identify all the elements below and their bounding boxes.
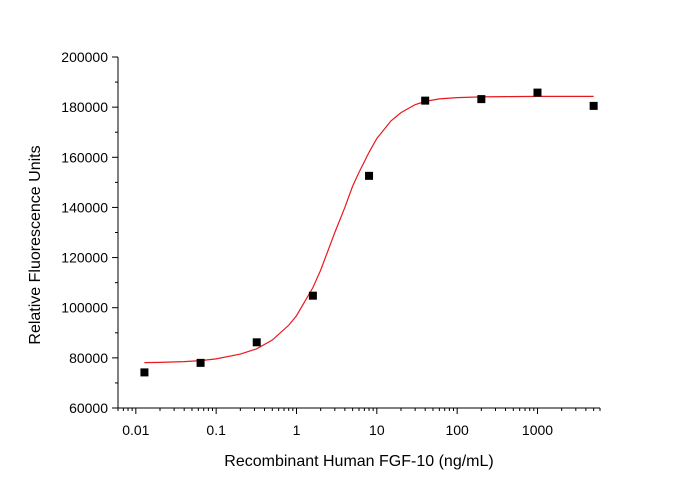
data-point — [196, 358, 205, 367]
x-tick-label: 1000 — [522, 422, 553, 438]
data-point — [365, 171, 374, 180]
x-tick-label: 0.01 — [122, 422, 149, 438]
x-tick-label: 100 — [445, 422, 469, 438]
fit-curve-line — [144, 95, 594, 364]
data-point — [252, 338, 261, 347]
y-tick-label: 180000 — [61, 99, 108, 115]
y-tick-label: 140000 — [61, 199, 108, 215]
y-tick-label: 200000 — [61, 49, 108, 65]
data-point — [589, 101, 598, 110]
data-point — [477, 95, 486, 104]
data-point — [421, 96, 430, 105]
axes-frame — [117, 57, 600, 409]
y-tick-label: 160000 — [61, 149, 108, 165]
y-axis-title: Relative Fluorescence Units — [27, 145, 44, 344]
x-tick-label: 0.1 — [206, 422, 226, 438]
x-axis-title: Recombinant Human FGF-10 (ng/mL) — [224, 453, 493, 470]
y-tick-label: 100000 — [61, 300, 108, 316]
y-tick-label: 80000 — [69, 350, 108, 366]
data-points-group — [140, 88, 598, 377]
x-axis-ticks: 0.01 0.1 1 10 100 1000 — [117, 408, 601, 438]
fit-curve-group — [144, 95, 594, 364]
x-tick-label: 10 — [369, 422, 385, 438]
y-tick-label: 120000 — [61, 250, 108, 266]
y-axis-ticks: 60000 80000 100000 120000 140000 160000 180000… — [61, 49, 118, 416]
y-tick-label: 60000 — [69, 400, 108, 416]
x-tick-label: 1 — [293, 422, 301, 438]
data-point — [533, 88, 542, 97]
data-point — [308, 291, 317, 300]
data-point — [140, 368, 149, 377]
